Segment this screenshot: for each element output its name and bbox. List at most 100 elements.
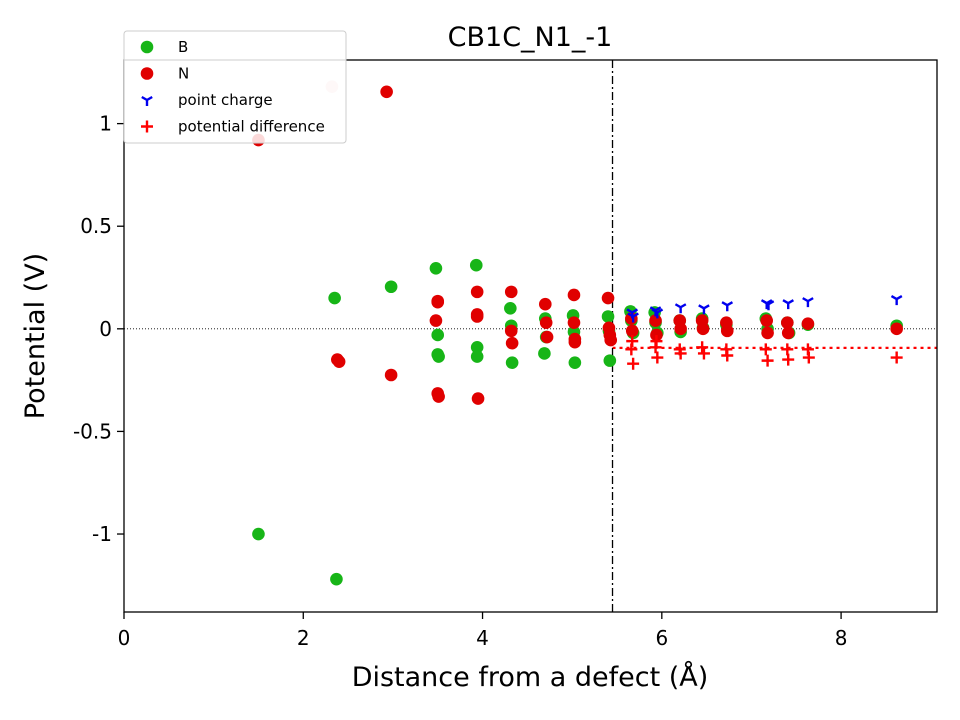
point-charge-point xyxy=(802,297,814,308)
b-point xyxy=(328,291,341,305)
n-point xyxy=(540,330,554,344)
legend-marker-n xyxy=(140,67,154,80)
b-point xyxy=(601,310,615,323)
n-point xyxy=(431,294,445,308)
b-point xyxy=(538,347,551,360)
b-point xyxy=(330,572,343,586)
b-point xyxy=(431,328,445,342)
potential-difference-point xyxy=(650,335,663,348)
n-point xyxy=(601,291,615,305)
x-tick-label: 4 xyxy=(476,626,489,650)
n-point xyxy=(504,324,518,338)
y-tick-label: -0.5 xyxy=(73,419,112,443)
potential-difference-point xyxy=(802,351,815,364)
legend-label-point-charge: point charge xyxy=(178,91,273,109)
n-point xyxy=(801,317,815,330)
potential-difference-point xyxy=(651,351,664,364)
n-point xyxy=(761,326,774,340)
series-point-charge xyxy=(626,295,903,323)
legend-label-potential-difference: potential difference xyxy=(178,118,325,136)
plot-frame xyxy=(123,59,938,613)
n-point xyxy=(781,316,794,329)
potential-difference-point xyxy=(890,351,903,364)
b-point xyxy=(429,261,443,275)
b-point xyxy=(469,258,483,272)
n-point xyxy=(505,336,519,350)
n-point xyxy=(649,314,662,327)
x-tick-label: 0 xyxy=(118,626,131,650)
x-axis-label: Distance from a defect (Å) xyxy=(352,661,709,693)
n-point xyxy=(674,322,687,336)
legend-label-n: N xyxy=(178,65,189,83)
n-point xyxy=(720,324,734,338)
n-point xyxy=(650,328,663,342)
b-point xyxy=(384,280,398,294)
n-point xyxy=(890,322,903,336)
n-point xyxy=(567,288,581,302)
y-tick-label: 1 xyxy=(99,112,112,136)
y-tick-label: -1 xyxy=(92,522,112,546)
point-charge-point xyxy=(627,312,639,323)
n-point xyxy=(760,314,773,327)
n-point xyxy=(470,285,484,299)
point-charge-point xyxy=(782,299,795,310)
n-point xyxy=(568,335,582,349)
n-point xyxy=(538,297,552,311)
point-charge-point xyxy=(674,303,687,314)
n-point xyxy=(471,392,485,405)
potential-difference-point xyxy=(697,347,710,360)
plot-area: 0 2 4 6 8 -1 -0.5 0 0.5 1 xyxy=(73,59,938,650)
legend-label-b: B xyxy=(178,38,188,56)
b-point xyxy=(505,356,519,369)
y-tick-label: 0.5 xyxy=(80,214,112,238)
n-point xyxy=(429,314,443,327)
x-tick-label: 2 xyxy=(297,626,310,650)
n-point xyxy=(625,324,639,338)
n-point xyxy=(332,355,346,368)
n-point xyxy=(781,326,795,340)
potential-difference-point xyxy=(627,357,640,370)
potential-difference-point xyxy=(761,354,774,367)
potential-difference-point xyxy=(782,353,795,366)
potential-difference-point xyxy=(781,343,794,356)
point-charge-point xyxy=(651,308,664,319)
potential-difference-point xyxy=(721,349,734,362)
point-charge-point xyxy=(698,304,710,315)
chart-title: CB1C_N1_-1 xyxy=(448,22,613,53)
x-tick-label: 6 xyxy=(655,626,668,650)
n-point xyxy=(539,316,553,329)
b-point xyxy=(470,340,484,354)
n-point xyxy=(380,85,393,99)
legend-box xyxy=(123,30,347,144)
n-point xyxy=(604,333,618,347)
point-charge-point xyxy=(721,301,734,312)
x-tick-label: 8 xyxy=(835,626,848,650)
y-tick-label: 0 xyxy=(99,317,112,341)
n-point xyxy=(567,316,581,329)
b-point xyxy=(603,354,617,367)
legend-marker-point-charge xyxy=(141,95,153,106)
series-n xyxy=(252,85,903,405)
legend-marker-potential-difference xyxy=(141,120,153,133)
b-point xyxy=(470,350,484,363)
point-charge-point xyxy=(762,300,775,311)
b-point xyxy=(504,301,517,315)
legend-marker-b xyxy=(140,40,154,54)
b-point xyxy=(252,527,265,541)
point-charge-point xyxy=(890,295,903,306)
n-point xyxy=(504,285,518,299)
potential-difference-point xyxy=(759,343,772,356)
b-point xyxy=(568,356,582,369)
potential-difference-point xyxy=(674,347,687,360)
y-axis-label: Potential (V) xyxy=(20,253,51,419)
n-point xyxy=(384,368,398,382)
potential-difference-point xyxy=(696,341,709,354)
n-point xyxy=(432,390,445,403)
n-point xyxy=(696,322,710,336)
series-potential-difference xyxy=(625,335,903,370)
n-point xyxy=(470,310,484,323)
b-point xyxy=(432,350,445,363)
potential-difference-point xyxy=(626,335,639,348)
